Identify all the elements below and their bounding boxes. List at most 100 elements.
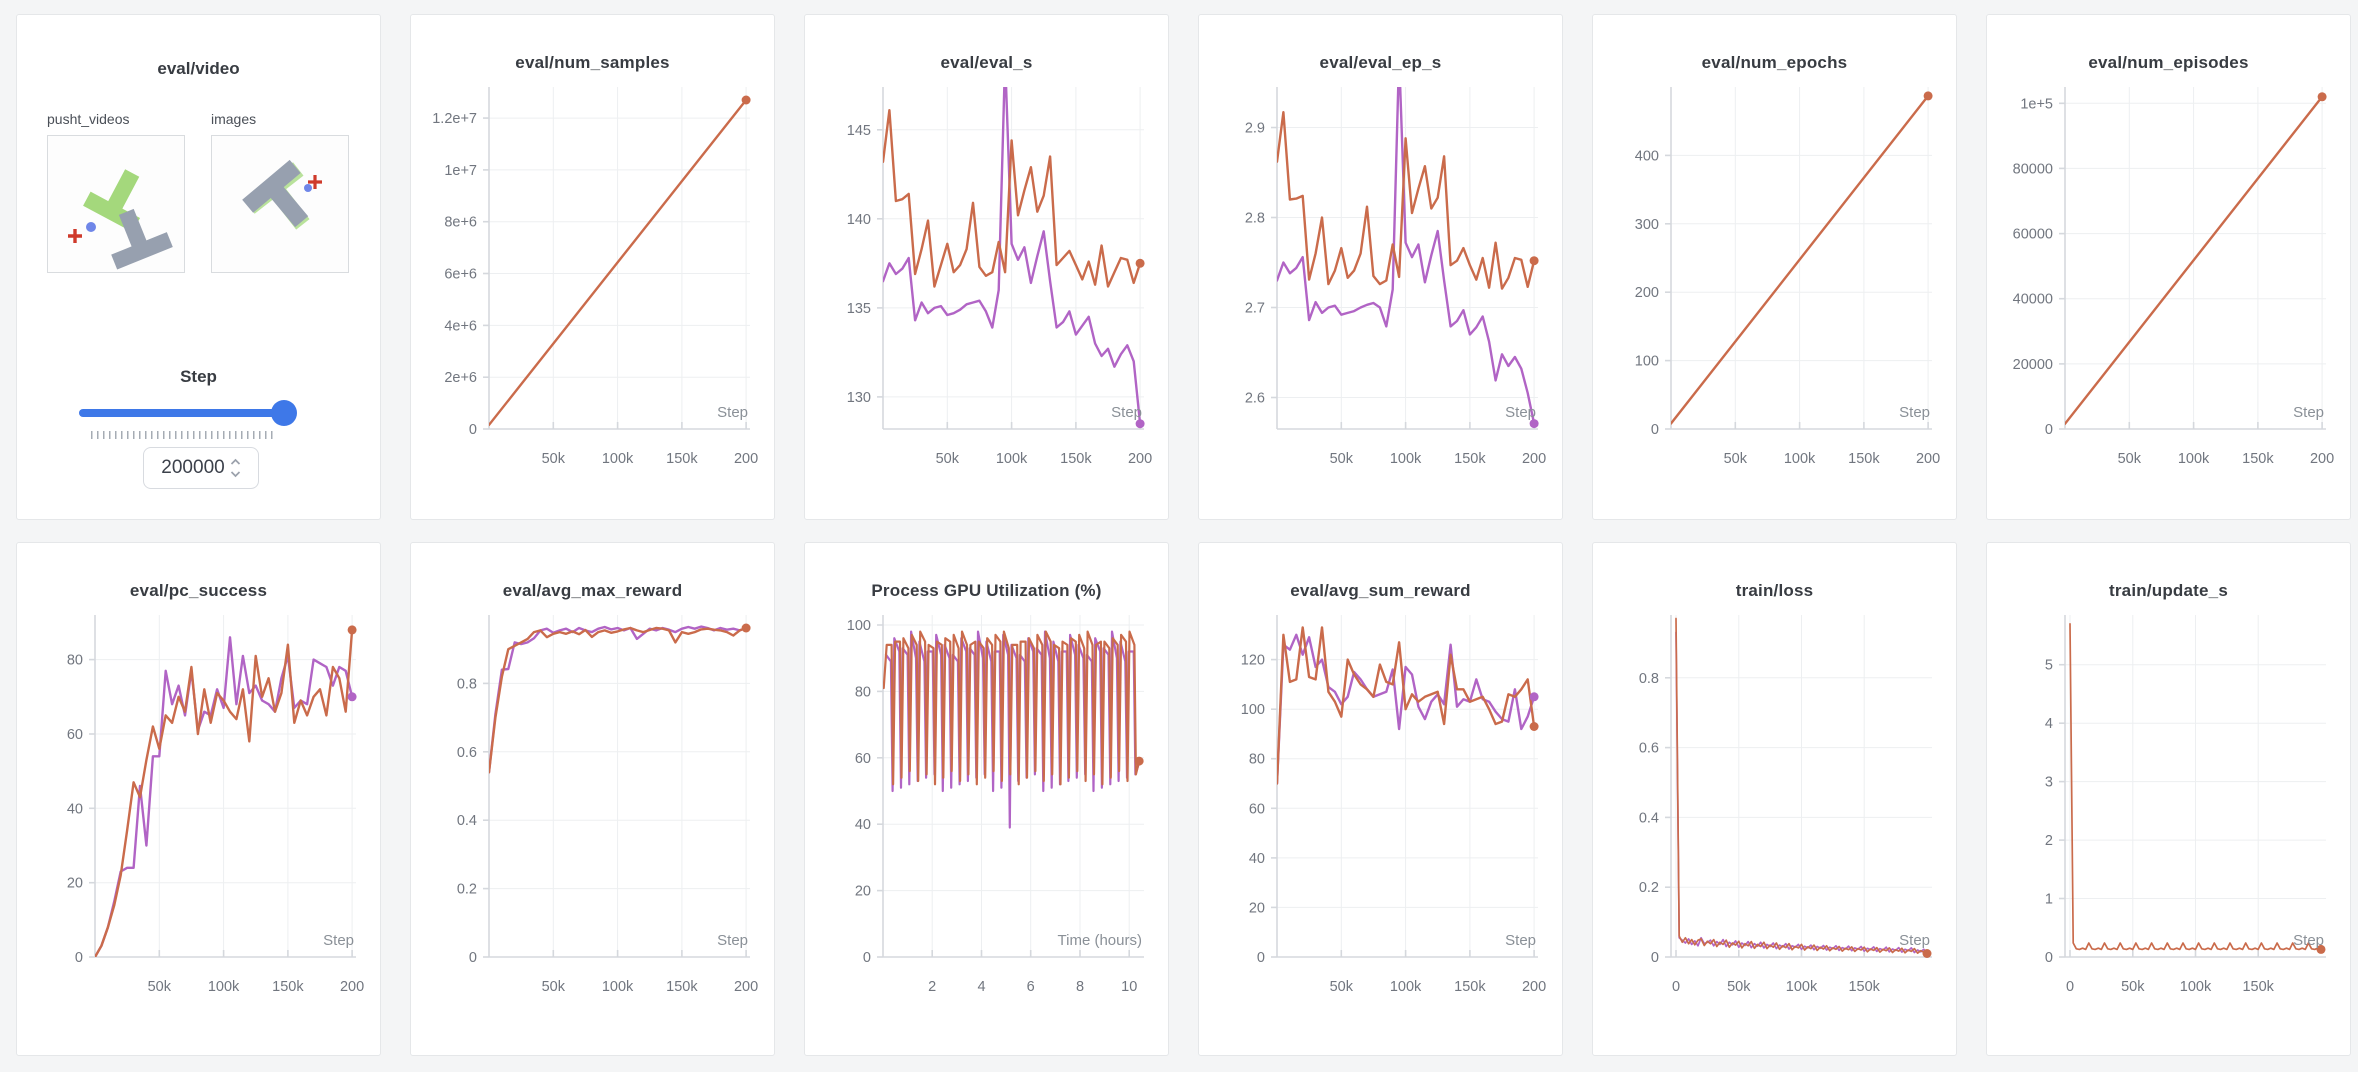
y-tick-label: 2 [2045, 833, 2053, 849]
chart-plot[interactable]: 50k 100k 150k 200 0 100 200 300 400 Step [1593, 77, 1956, 497]
x-axis-title: Step [2293, 404, 2324, 421]
media-label-pusht-videos: pusht_videos [47, 111, 130, 127]
x-tick-label: 4 [977, 979, 985, 995]
series-line-orange [2069, 622, 2322, 951]
y-tick-label: 4e+6 [444, 318, 477, 334]
x-tick-label: 50k [542, 451, 566, 467]
x-tick-label: 200 [1522, 451, 1546, 467]
y-tick-label: 2.9 [1245, 121, 1265, 137]
y-tick-label: 60 [855, 751, 871, 767]
series-line-orange [95, 628, 354, 957]
panel-title: eval/video [157, 59, 240, 78]
agent-dot [304, 184, 312, 192]
y-tick-label: 40 [67, 801, 83, 817]
y-tick-label: 0 [1651, 422, 1659, 438]
chart-plot[interactable]: 50k 100k 150k 200 0 0.2 0.4 0.6 0.8 Step [411, 605, 774, 1025]
x-tick-label: 200 [2310, 451, 2334, 467]
y-tick-label: 130 [847, 390, 871, 406]
step-input-value[interactable]: 200000 [161, 457, 225, 478]
chart-plot[interactable]: 50k 100k 150k 200 0 20 40 60 80 100 120 Step [1199, 605, 1562, 1025]
chart-title: Process GPU Utilization (%) [871, 581, 1102, 600]
y-tick-label: 60 [1249, 801, 1265, 817]
chart-panel-train-update-s: train/update_s 0 50k 100k 150k 0 1 2 3 4 5 Step [1986, 542, 2351, 1056]
series-line-orange [883, 630, 1141, 786]
chart-title: train/update_s [2109, 581, 2228, 600]
x-tick-label: 0 [1672, 979, 1680, 995]
y-tick-label: 1.2e+7 [432, 111, 477, 127]
y-tick-label: 2.6 [1245, 391, 1265, 407]
chart-title: eval/num_samples [515, 53, 670, 72]
x-axis-title: Step [1111, 404, 1142, 421]
x-tick-label: 150k [666, 451, 698, 467]
y-tick-label: 0 [1257, 950, 1265, 966]
chart-plot[interactable]: 50k 100k 150k 200 0 2e+6 4e+6 6e+6 8e+6 1e+7 1.2e+… [411, 77, 774, 497]
y-tick-label: 0.6 [457, 745, 477, 761]
block-t-shape [242, 159, 309, 228]
x-tick-label: 50k [542, 979, 566, 995]
y-tick-label: 6e+6 [444, 267, 477, 283]
chart-plot[interactable]: 0 50k 100k 150k 0 0.2 0.4 0.6 0.8 Step [1593, 605, 1956, 1025]
y-tick-label: 40000 [2013, 292, 2053, 308]
chart-title: eval/avg_max_reward [502, 581, 683, 600]
step-input[interactable]: 200000 [143, 447, 259, 489]
x-tick-label: 50k [1724, 451, 1748, 467]
y-tick-label: 0.8 [457, 676, 477, 692]
series-end-dot-orange [1529, 722, 1539, 731]
x-tick-label: 150k [1060, 451, 1092, 467]
chart-plot[interactable]: 50k 100k 150k 200 130 135 140 145 Step [805, 77, 1168, 497]
y-tick-label: 3 [2045, 775, 2053, 791]
x-axis-title: Step [717, 404, 748, 421]
y-tick-label: 20000 [2013, 357, 2053, 373]
series-end-dot-orange [2316, 944, 2326, 954]
y-tick-label: 0 [75, 950, 83, 966]
y-tick-label: 0 [469, 950, 477, 966]
series-end-dot-purple [1529, 419, 1539, 429]
chart-plot[interactable]: 50k 100k 150k 200 2.6 2.7 2.8 2.9 Step [1199, 77, 1562, 497]
series-end-dot-purple [347, 692, 357, 702]
x-tick-label: 50k [1330, 979, 1354, 995]
step-slider[interactable] [79, 399, 297, 427]
y-tick-label: 0.2 [1639, 880, 1659, 896]
x-tick-label: 200 [1128, 451, 1152, 467]
images-thumbnail[interactable] [211, 135, 349, 273]
x-tick-label: 100k [2180, 979, 2212, 995]
y-tick-label: 0 [1651, 950, 1659, 966]
series-line-purple [1277, 633, 1536, 785]
y-tick-label: 80000 [2013, 161, 2053, 177]
chart-panel-eval-num-samples: eval/num_samples 50k 100k 150k 200 0 2e+6 4e+6… [410, 14, 775, 520]
chart-plot[interactable]: 50k 100k 150k 200 0 20 40 60 80 Step [17, 605, 380, 1025]
series-end-dot-orange [741, 95, 751, 105]
stepper-arrows-icon[interactable] [230, 456, 241, 480]
series-end-dot-orange [2317, 92, 2327, 102]
y-tick-label: 20 [67, 876, 83, 892]
y-tick-label: 80 [1249, 752, 1265, 768]
chart-plot[interactable]: 0 50k 100k 150k 0 1 2 3 4 5 Step [1987, 605, 2350, 1025]
pusht-videos-thumbnail[interactable] [47, 135, 185, 273]
y-tick-label: 80 [855, 684, 871, 700]
series-line-orange [1671, 94, 1930, 425]
x-tick-label: 50k [1330, 451, 1354, 467]
series-end-dot-purple [1135, 419, 1145, 429]
x-axis-title: Step [323, 932, 354, 949]
step-slider-label: Step [180, 367, 217, 386]
chart-title: eval/eval_ep_s [1319, 53, 1442, 72]
y-tick-label: 20 [855, 884, 871, 900]
series-end-dot-purple [1529, 692, 1539, 702]
y-tick-label: 8e+6 [444, 215, 477, 231]
chart-panel-train-loss: train/loss 0 50k 100k 150k 0 0.2 0.4 0.6 0.8 Step [1592, 542, 1957, 1056]
chart-plot[interactable]: 50k 100k 150k 200 0 20000 40000 60000 80000 1e+5 S… [1987, 77, 2350, 497]
x-tick-label: 100k [1390, 979, 1422, 995]
y-tick-label: 1e+7 [444, 163, 477, 179]
step-slider-track[interactable] [79, 409, 291, 417]
y-tick-label: 135 [847, 301, 871, 317]
y-tick-label: 40 [855, 817, 871, 833]
x-tick-label: 10 [1121, 979, 1137, 995]
target-cross-icon [308, 175, 322, 189]
step-slider-handle[interactable] [271, 400, 297, 426]
y-tick-label: 4 [2045, 716, 2053, 732]
x-axis-title: Step [2293, 932, 2324, 949]
chart-panel-eval-eval-ep-s: eval/eval_ep_s 50k 100k 150k 200 2.6 2.7 2.8 2.… [1198, 14, 1563, 520]
y-tick-label: 300 [1635, 217, 1659, 233]
chart-panel-eval-avg-sum-reward: eval/avg_sum_reward 50k 100k 150k 200 0 20 40 6… [1198, 542, 1563, 1056]
